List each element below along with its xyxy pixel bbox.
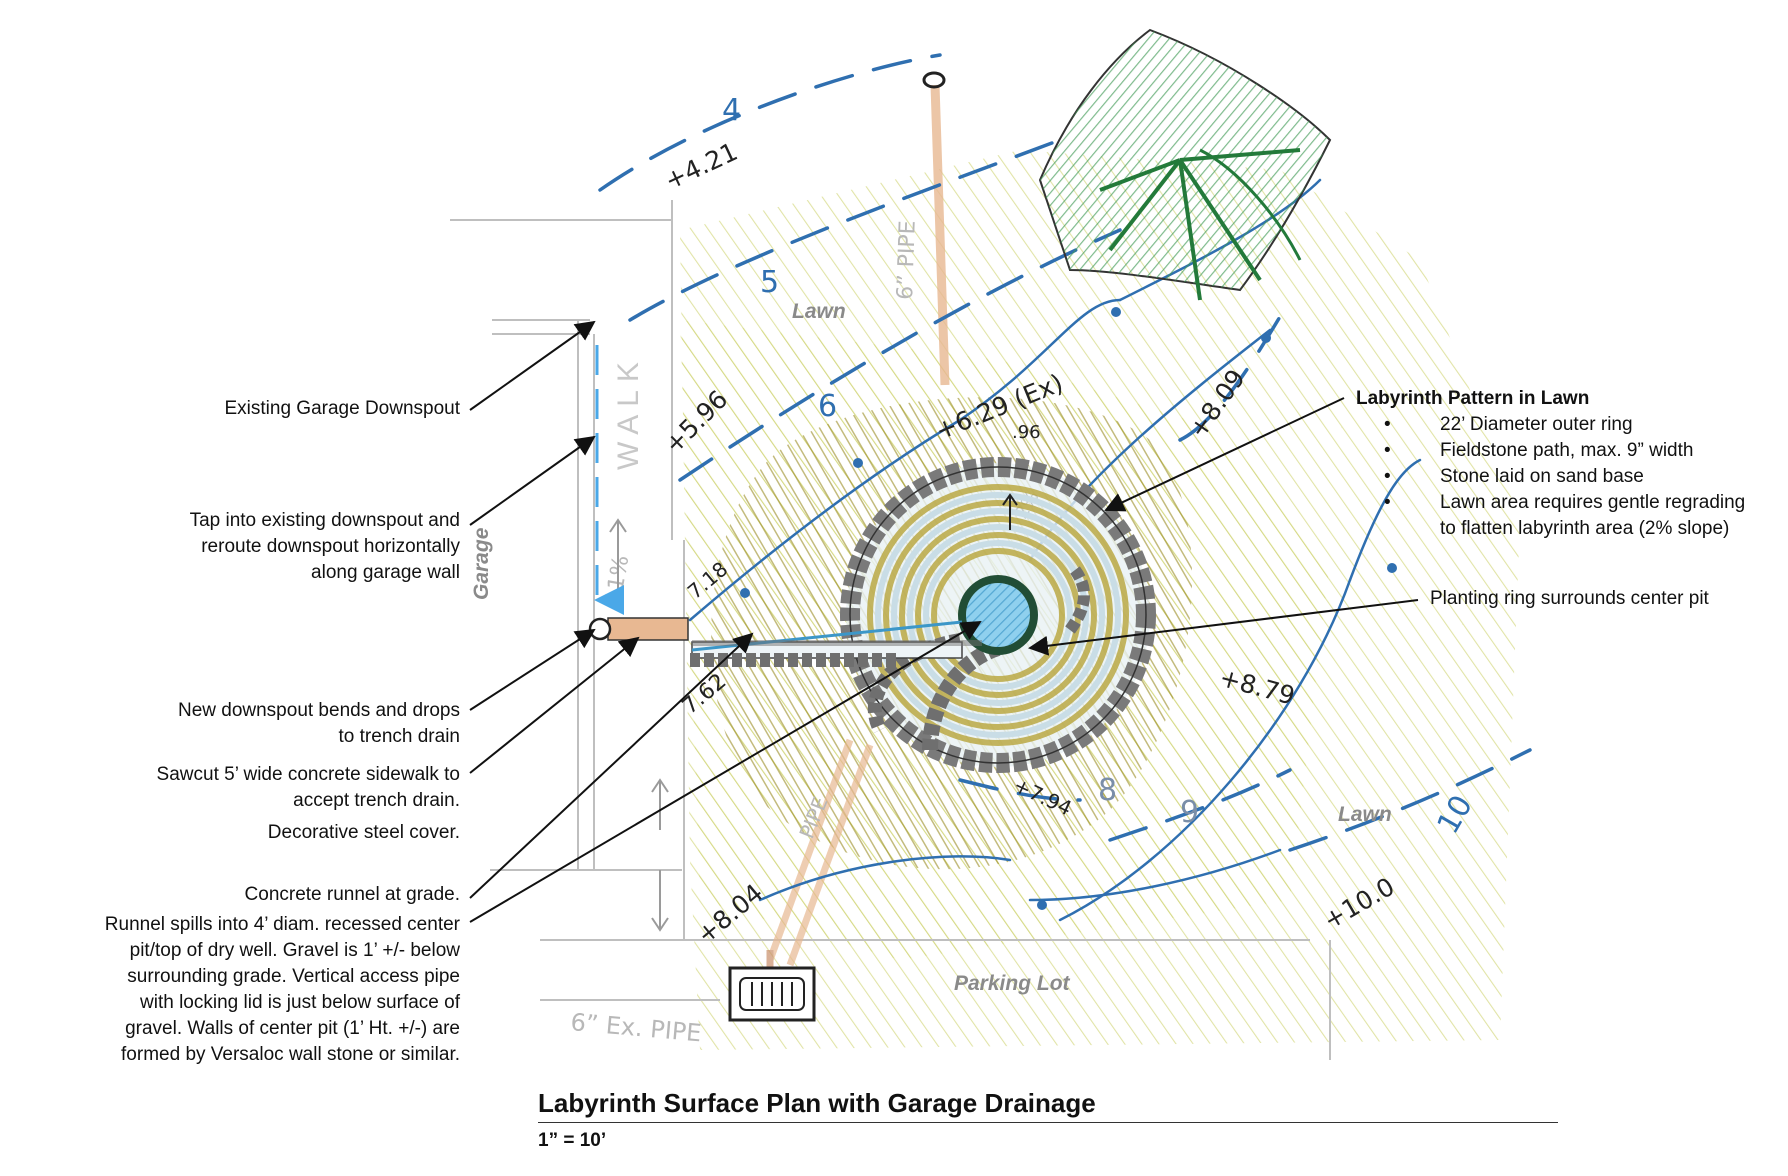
new-downspout: [588, 617, 689, 641]
contour-5: 5: [760, 265, 779, 300]
leader-lines: [469, 320, 1419, 923]
labyrinth-bullet-continued: to flatten labyrinth area (2% slope): [1440, 518, 1730, 539]
lawn-label-right: Lawn: [1338, 803, 1392, 826]
tree-canopy-fill: [1040, 30, 1330, 301]
garage-label: Garage: [470, 527, 493, 600]
callout-runnel: Concrete runnel at grade.: [244, 884, 460, 905]
labyrinth-notes: Labyrinth Pattern in Lawn 22’ Diameter o…: [1356, 386, 1745, 542]
walk-arrows: [609, 518, 669, 932]
title-underline: [538, 1122, 1558, 1123]
drawing-title: Labyrinth Surface Plan with Garage Drain…: [538, 1088, 1096, 1118]
ex-pipe-label: 6” Ex. PIPE: [569, 1008, 702, 1047]
spot-96-label: .96: [1012, 422, 1041, 443]
labyrinth-heading: Labyrinth Pattern in Lawn: [1356, 388, 1590, 409]
trench-grate: [728, 966, 816, 1022]
contour-lines: [598, 53, 1532, 852]
contour-8: 8: [1098, 773, 1117, 808]
callout-new-downspout: New downspout bends and drops to trench …: [177, 700, 460, 747]
pipe-vertical-label: 6” PIPE: [893, 220, 921, 300]
labyrinth-bullet-list: 22’ Diameter outer ring Fieldstone path,…: [1384, 412, 1745, 542]
walk-label: WALK: [612, 354, 645, 470]
callout-sawcut: Sawcut 5’ wide concrete sidewalk to acce…: [156, 764, 460, 843]
contour-dots: [740, 307, 1397, 910]
labyrinth-bullet: 22’ Diameter outer ring: [1384, 412, 1745, 438]
contour-6: 6: [818, 389, 837, 424]
contour-9: 9: [1180, 795, 1199, 830]
callout-dry-well: Runnel spills into 4’ diam. recessed cen…: [104, 914, 460, 1065]
callout-existing-downspout: Existing Garage Downspout: [224, 398, 460, 419]
planting-ring-note: Planting ring surrounds center pit: [1430, 588, 1709, 609]
labyrinth-bullet: Stone laid on sand base: [1384, 464, 1745, 490]
labyrinth: [840, 457, 1156, 773]
contour-4: 4: [722, 93, 741, 128]
drawing-scale: 1” = 10’: [538, 1130, 607, 1151]
lawn-label-top: Lawn: [792, 300, 846, 323]
labyrinth-bullet: Lawn area requires gentle regrading: [1384, 490, 1745, 516]
callout-tap-downspout: Tap into existing downspout and reroute …: [189, 510, 460, 583]
vertical-pipe: [922, 71, 950, 386]
labyrinth-bullet: Fieldstone path, max. 9” width: [1384, 438, 1745, 464]
parking-lot-label: Parking Lot: [954, 972, 1070, 995]
